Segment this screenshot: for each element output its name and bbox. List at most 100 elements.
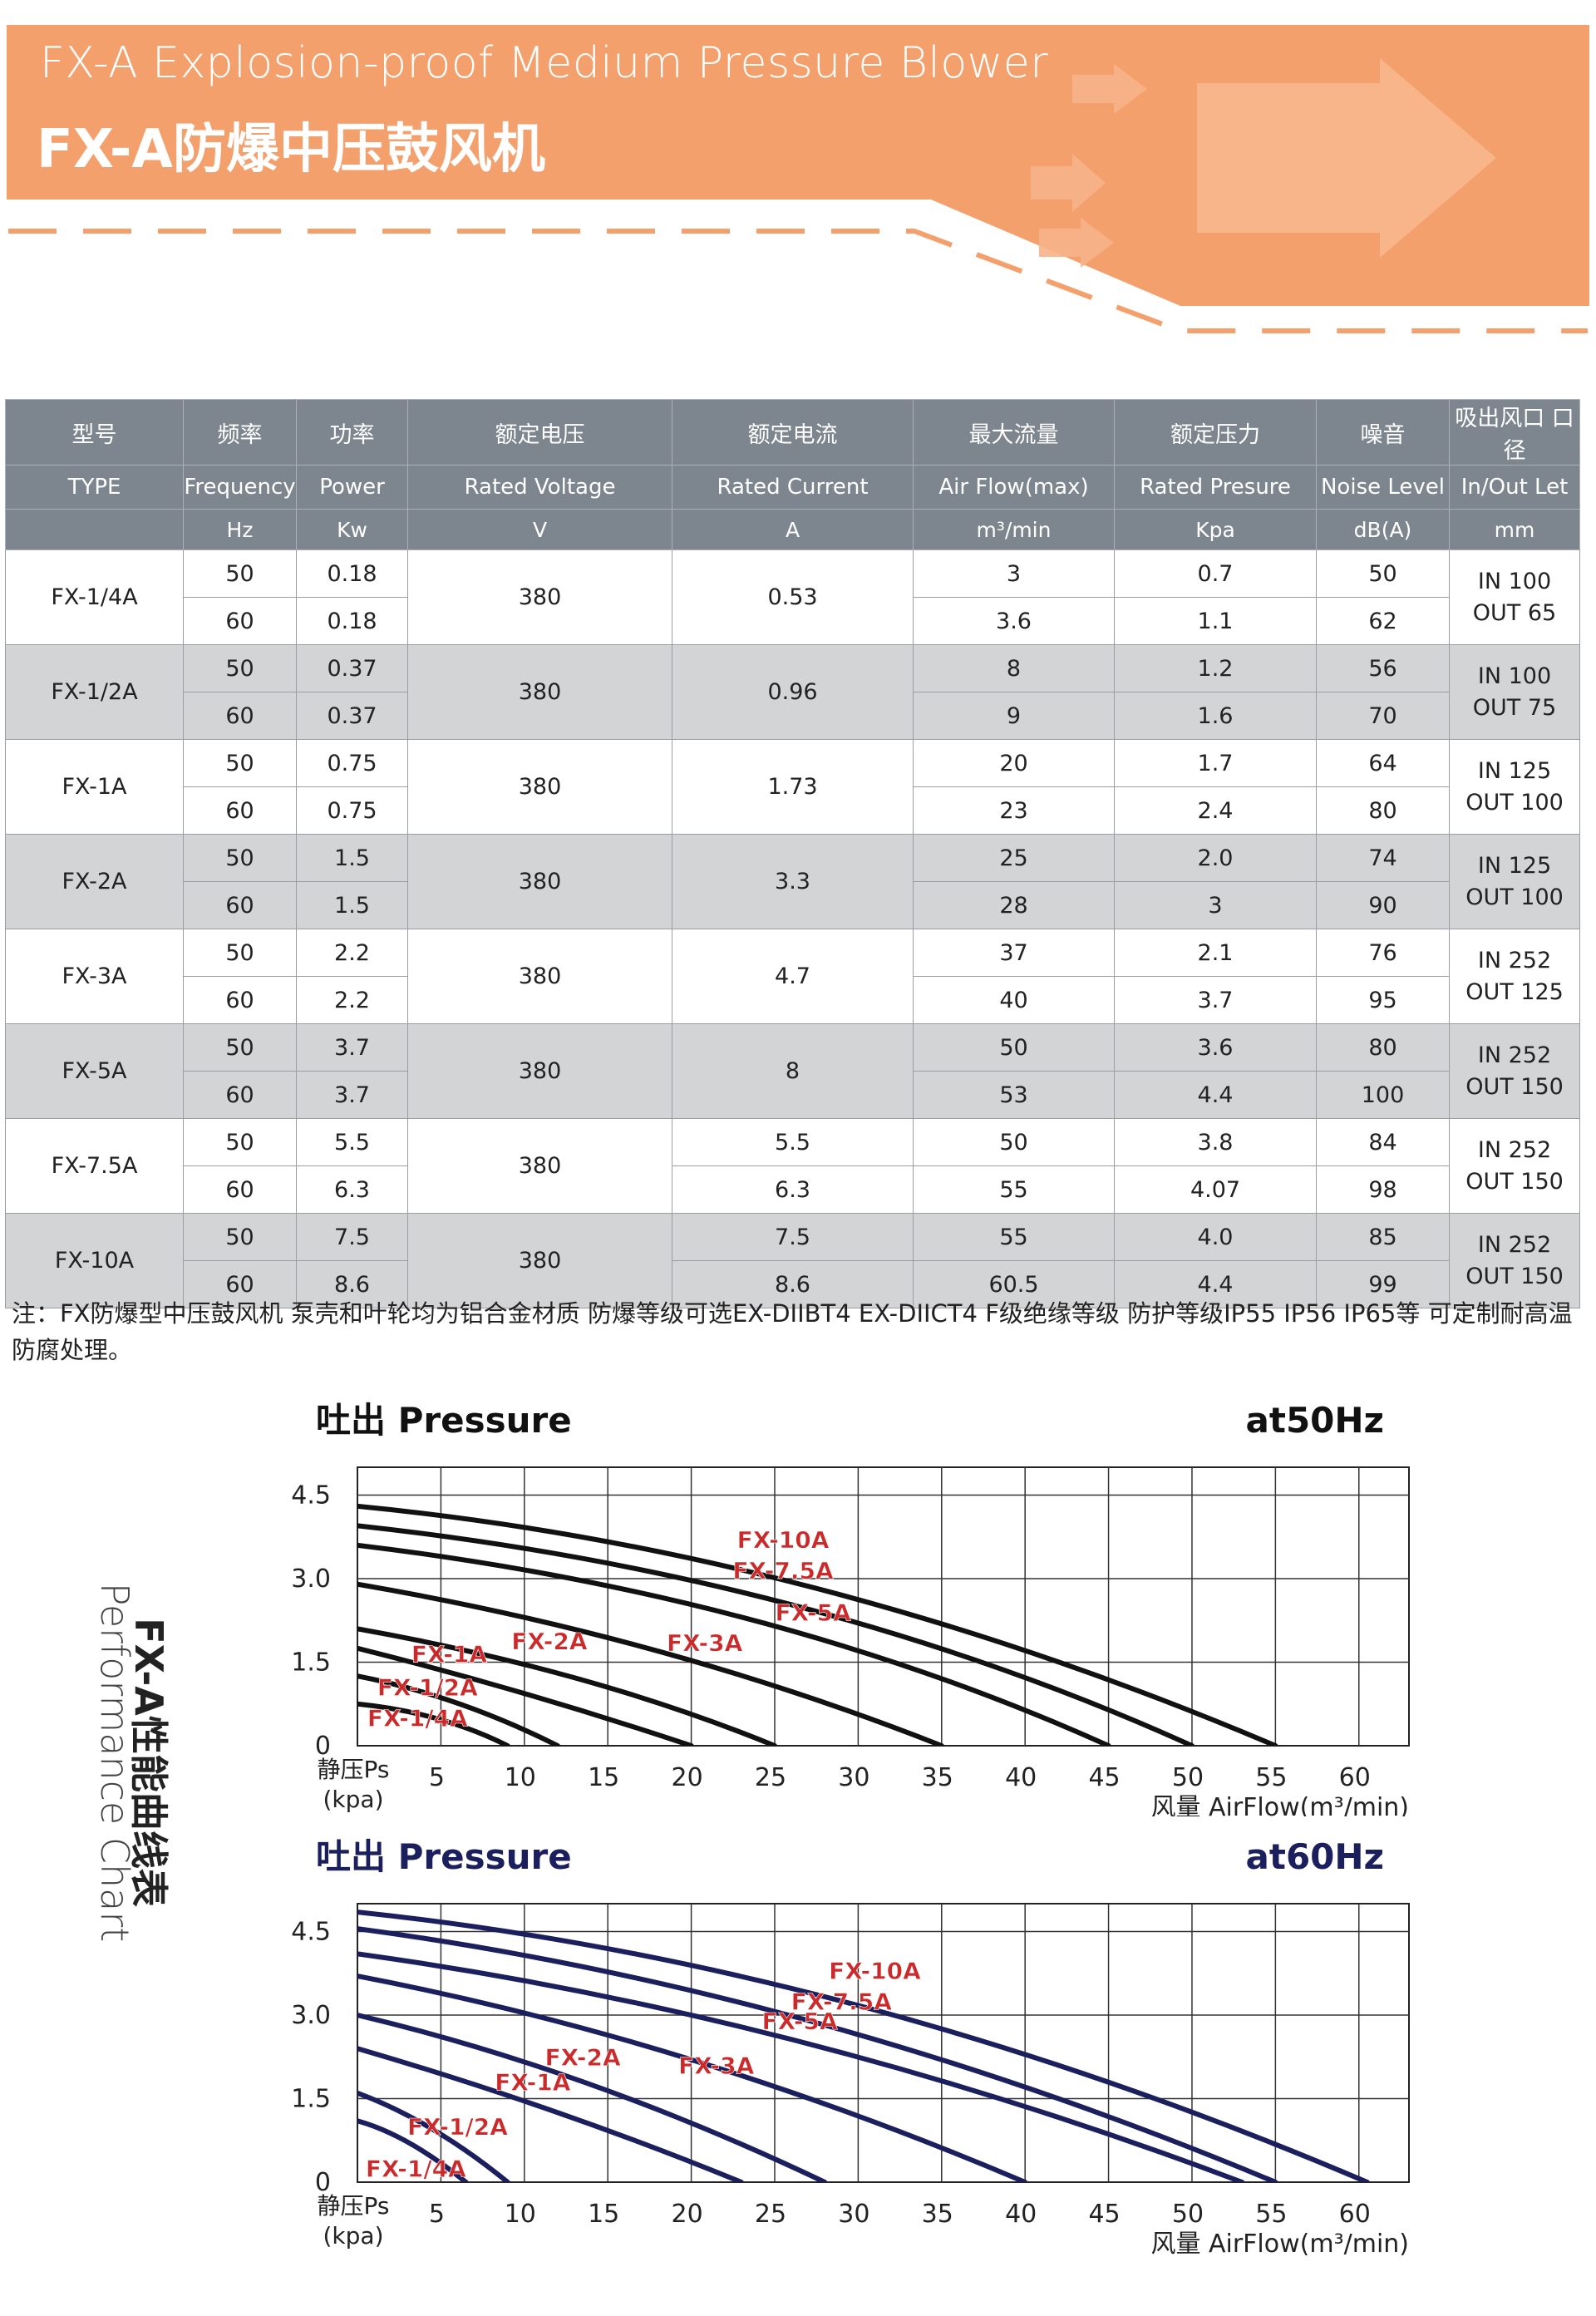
cell-noise: 70 [1316,692,1450,740]
cell-pressure: 2.0 [1114,834,1317,882]
cell-noise: 74 [1316,834,1450,882]
cell-type: FX-1/4A [5,549,184,645]
unit-noise: dB(A) [1316,509,1450,550]
x-tick-label: 60 [1339,1763,1371,1792]
cell-airflow: 55 [913,1213,1115,1261]
x-tick-label: 50 [1172,1763,1204,1792]
cell-port: IN 252 OUT 150 [1449,1213,1580,1308]
header-row-en: TYPE Frequency Power Rated Voltage Rated… [5,465,1580,510]
table-row: 60 1.5 28 3 90 [6,881,1580,929]
x-axis-label: 风量 AirFlow(m³/min) [1150,1793,1409,1816]
cell-frequency: 60 [183,1071,297,1119]
spec-table: 型号 频率 功率 额定电压 额定电流 最大流量 额定压力 噪音 吸出风口 口径 … [5,399,1580,1308]
x-tick-label: 40 [1005,1763,1037,1792]
cell-power: 1.5 [296,834,408,882]
col-pressure-cn: 额定压力 [1114,399,1317,466]
x-tick-label: 35 [922,2200,953,2229]
cell-airflow: 20 [913,739,1115,787]
port-outlet: OUT 75 [1472,694,1557,721]
cell-power: 6.3 [296,1165,408,1214]
x-tick-label: 50 [1172,2200,1204,2229]
cell-power: 0.75 [296,739,408,787]
cell-noise: 84 [1316,1118,1450,1166]
cell-frequency: 60 [183,881,297,929]
cell-voltage: 380 [407,929,672,1024]
x-tick-label: 40 [1005,2200,1037,2229]
cell-frequency: 50 [183,644,297,692]
x-tick-label: 60 [1339,2200,1371,2229]
table-row: FX-1/4A 50 0.18 380 0.53 3 0.7 50 IN 100 OUT 65 [5,549,1580,645]
series-label: FX-7.5A [732,1557,834,1584]
series-label: FX-1/4A [366,2155,466,2182]
cell-airflow: 55 [913,1165,1115,1214]
cell-power: 1.5 [296,881,408,929]
cell-type: FX-10A [5,1213,184,1308]
table-row: FX-3A 50 2.2 380 4.7 37 2.1 76 IN 252 OUT 125 [5,929,1580,1024]
table-row: FX-1/2A 50 0.37 380 0.96 8 1.2 56 IN 100 OUT 75 [5,644,1580,740]
cell-voltage: 380 [407,1023,672,1119]
cell-power: 0.18 [296,549,408,598]
header-row-units: Hz Kw V A m³/min Kpa dB(A) mm [5,509,1580,550]
cell-voltage: 380 [407,1118,672,1214]
cell-type: FX-3A [5,929,184,1024]
col-airflow-en: Air Flow(max) [913,465,1115,510]
series-label: FX-10A [829,1957,921,1984]
cell-port: IN 252 OUT 125 [1449,929,1580,1024]
table-row: FX-1A 50 0.75 380 1.73 20 1.7 64 IN 125 OUT 100 [5,739,1580,835]
plot-frame [357,1466,1410,1747]
cell-noise: 95 [1316,976,1450,1024]
port-inlet: IN 100 [1477,568,1552,594]
cell-port: IN 100 OUT 75 [1449,644,1580,740]
y-tick-label: 4.5 [291,1481,331,1510]
col-frequency-cn: 频率 [183,399,297,466]
cell-power: 2.2 [296,929,408,977]
cell-voltage: 380 [407,834,672,929]
cell-noise: 62 [1316,597,1450,645]
series-curve [357,1542,1111,1746]
cell-voltage: 380 [407,1213,672,1308]
series-curve [357,1626,777,1746]
cell-current: 1.73 [672,739,914,835]
footnote: 注：FX防爆型中压鼓风机 泵壳和叶轮均为铝合金材质 防爆等级可选EX-DIIBT… [12,1299,1573,1364]
cell-noise: 99 [1316,1260,1450,1308]
performance-chart-50hz: 吐出 Pressure at50Hz 5 10 15 20 25 30 35 40 45 50 55 60… [291,1400,1410,1816]
cell-frequency: 60 [183,976,297,1024]
col-frequency-en: Frequency [183,465,297,510]
x-tick-label: 30 [838,2200,869,2229]
x-tick-label: 20 [671,1763,702,1792]
series-label: FX-2A [544,2043,621,2071]
cell-airflow: 60.5 [913,1260,1115,1308]
y-tick-label: 3.0 [291,2001,331,2030]
y-tick-label: 3.0 [291,1565,331,1594]
port-outlet: OUT 65 [1472,599,1557,626]
cell-power: 5.5 [296,1118,408,1166]
cell-current: 3.3 [672,834,914,929]
port-outlet: OUT 100 [1465,789,1564,816]
cell-current: 7.5 [672,1213,914,1261]
cell-frequency: 60 [183,1260,297,1308]
x-tick-label: 35 [922,1763,953,1792]
chart-title: 吐出 Pressure [316,1400,572,1441]
series-label: FX-3A [678,2052,755,2079]
port-inlet: IN 125 [1477,757,1552,784]
col-noise-en: Noise Level [1316,465,1450,510]
y-axis-label: 静压Ps (kpa) [318,2192,390,2249]
unit-pressure: Kpa [1114,509,1317,550]
x-tick-label: 55 [1255,1763,1287,1792]
table-row: FX-10A 50 7.5 380 7.5 55 4.0 85 IN 252 OUT 150 [5,1213,1580,1308]
series-curve [357,1503,1278,1746]
cell-power: 0.37 [296,692,408,740]
x-tick-label: 5 [429,1763,445,1792]
cell-airflow: 3.6 [913,597,1115,645]
cell-current: 8 [672,1023,914,1119]
cell-airflow: 9 [913,692,1115,740]
cell-noise: 64 [1316,739,1450,787]
series-curve [357,1951,1245,2182]
x-tick-label: 45 [1088,1763,1120,1792]
cell-voltage: 380 [407,739,672,835]
cell-voltage: 380 [407,549,672,645]
cell-airflow: 23 [913,786,1115,835]
cell-pressure: 1.1 [1114,597,1317,645]
x-axis-label: 风量 AirFlow(m³/min) [1150,2230,1409,2259]
cell-current: 5.5 [672,1118,914,1166]
